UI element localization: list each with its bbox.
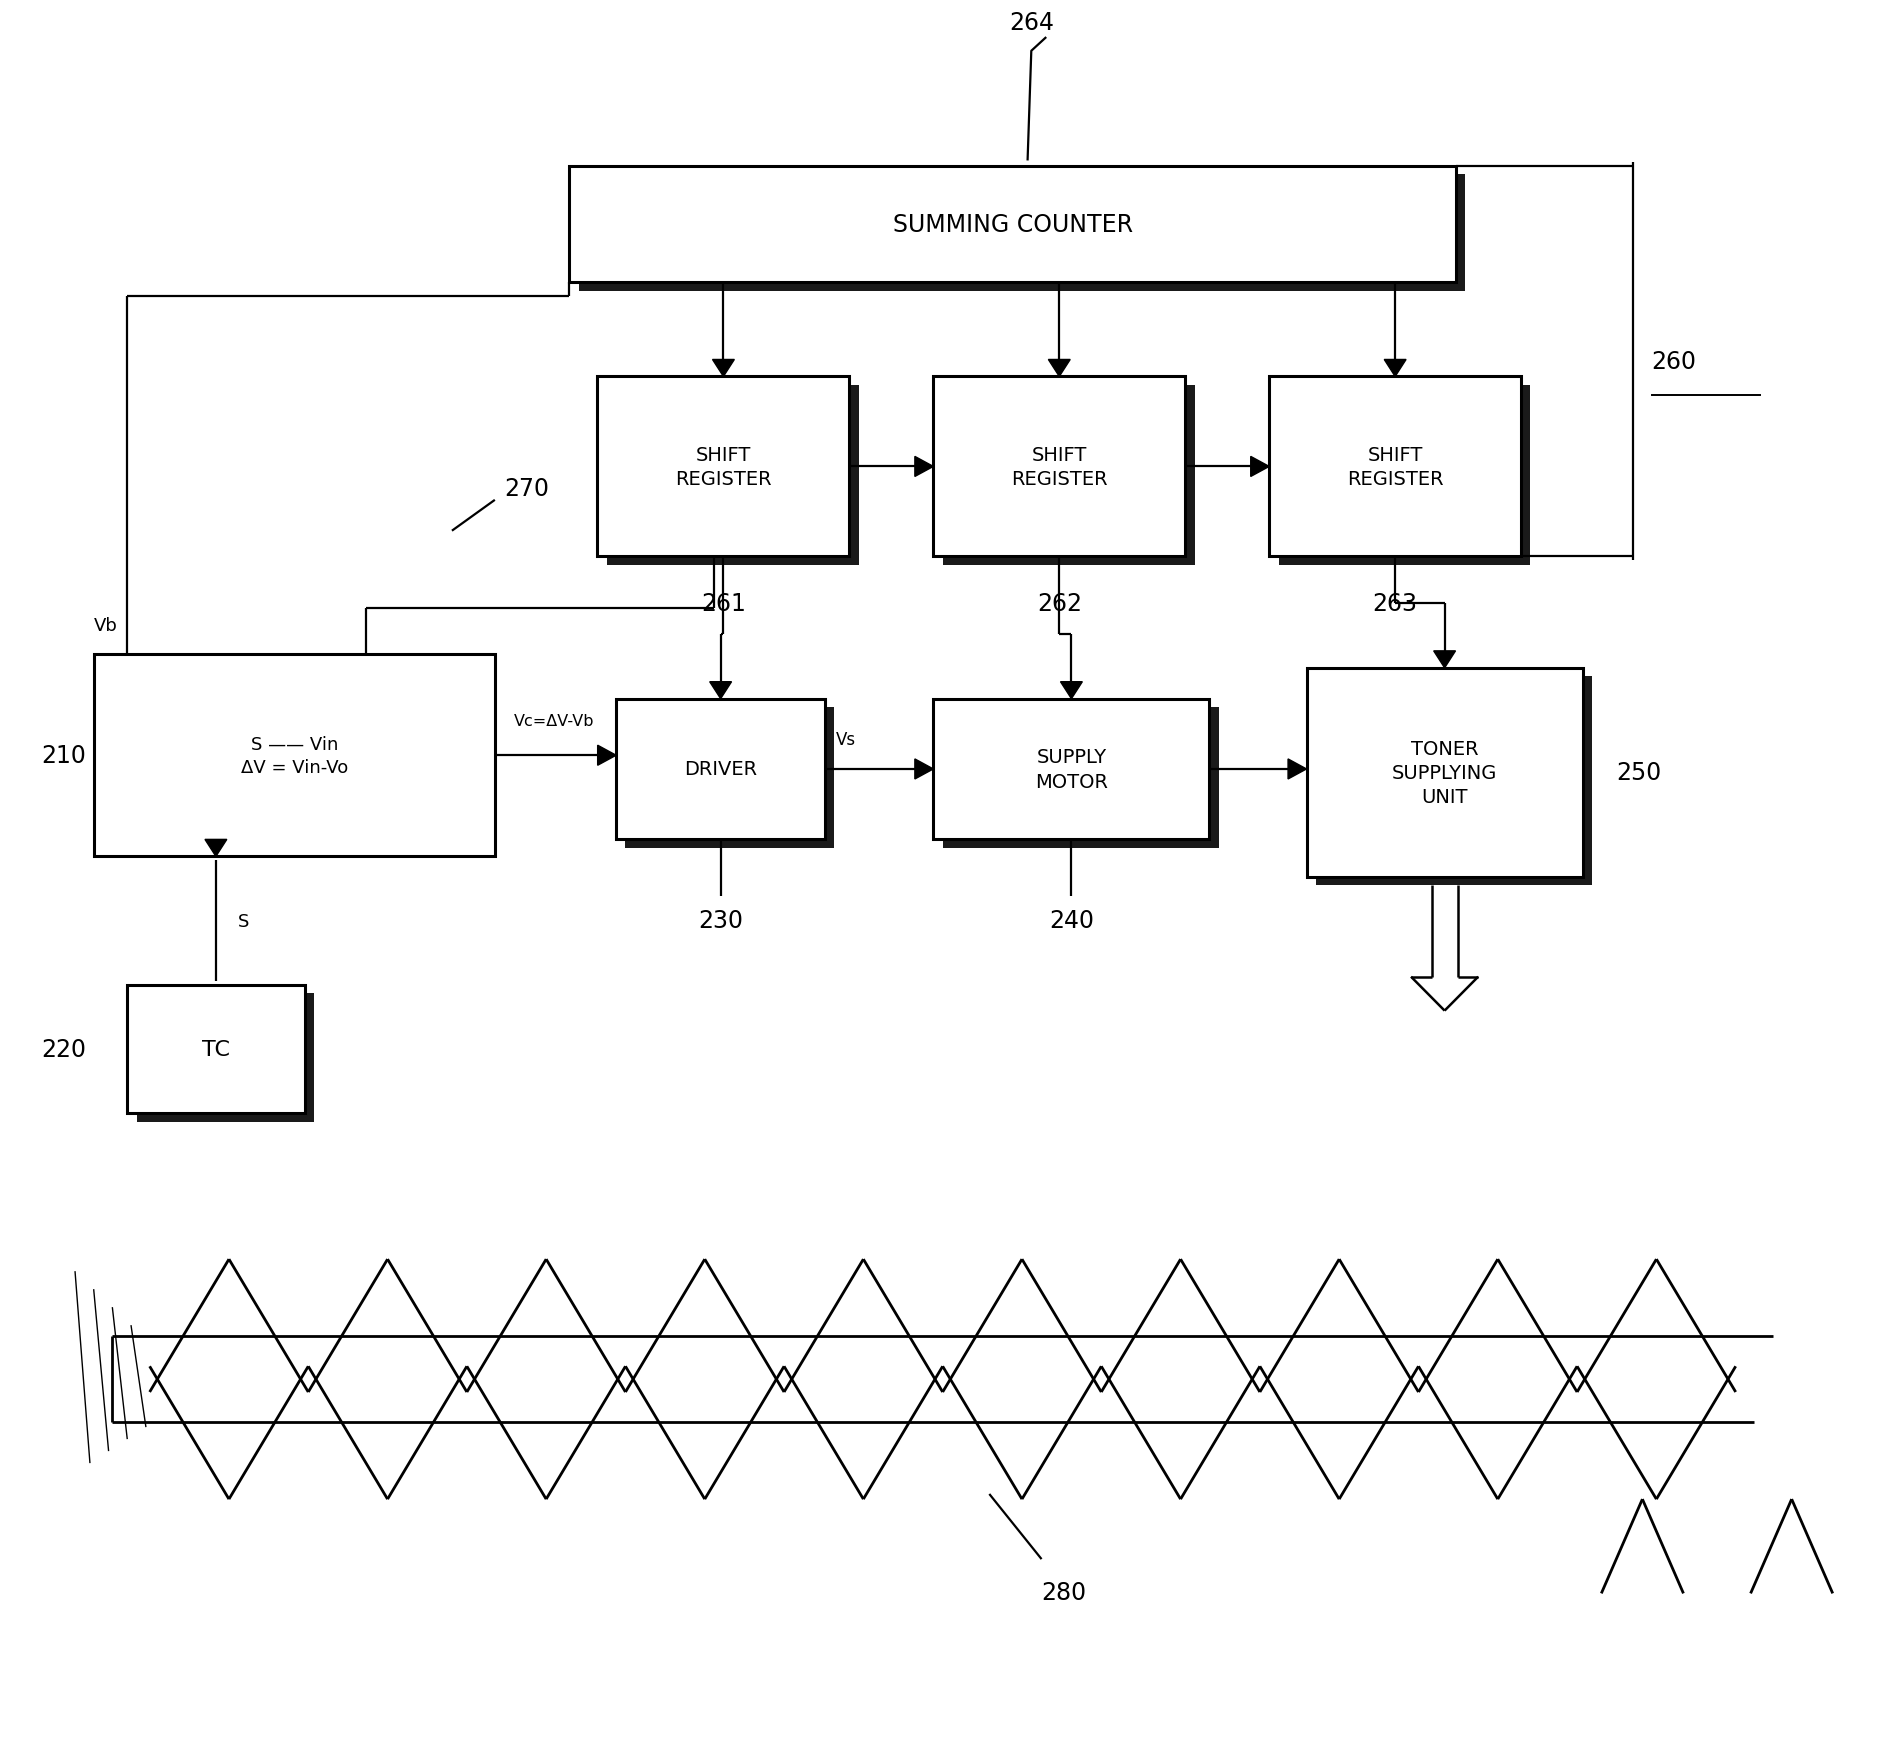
Text: 263: 263 [1373,591,1418,615]
Bar [128,986,305,1113]
Bar [579,175,1464,292]
Text: 280: 280 [1041,1580,1087,1603]
Text: SHIFT
REGISTER: SHIFT REGISTER [1011,446,1108,489]
Bar [933,699,1209,839]
Polygon shape [710,682,731,699]
Text: 230: 230 [699,909,743,932]
Bar [933,378,1184,558]
Polygon shape [914,458,933,477]
Text: 264: 264 [1009,10,1053,35]
Polygon shape [1434,652,1455,668]
Bar [1270,378,1521,558]
Text: Vb: Vb [93,617,118,635]
Text: 262: 262 [1038,591,1081,615]
Text: 220: 220 [42,1038,86,1061]
Polygon shape [1061,682,1081,699]
Bar [625,708,834,848]
Text: 240: 240 [1049,909,1095,932]
Bar [598,378,849,558]
Text: 210: 210 [42,745,86,767]
Bar [93,656,495,857]
Text: S —— Vin
ΔV = Vin-Vo: S —— Vin ΔV = Vin-Vo [240,736,348,776]
Polygon shape [206,839,227,857]
Polygon shape [914,759,933,780]
Text: Vs: Vs [836,731,857,748]
Text: SUMMING COUNTER: SUMMING COUNTER [893,213,1133,236]
Bar [617,699,824,839]
Text: 250: 250 [1616,760,1662,785]
Text: S: S [238,912,249,930]
Text: 260: 260 [1651,350,1696,374]
Polygon shape [1287,759,1306,780]
Polygon shape [1251,458,1270,477]
Bar [1306,668,1582,877]
Text: TC: TC [202,1040,230,1059]
Text: SHIFT
REGISTER: SHIFT REGISTER [676,446,771,489]
Bar [569,166,1457,283]
Polygon shape [712,360,735,378]
Text: SHIFT
REGISTER: SHIFT REGISTER [1346,446,1443,489]
Bar [1279,386,1531,566]
Text: TONER
SUPPLYING
UNIT: TONER SUPPLYING UNIT [1392,739,1497,806]
Bar [1316,676,1592,886]
Bar [942,708,1219,848]
Polygon shape [598,746,617,766]
Polygon shape [1049,360,1070,378]
Text: SUPPLY
MOTOR: SUPPLY MOTOR [1036,748,1108,792]
Bar [137,995,314,1122]
Text: DRIVER: DRIVER [684,760,758,780]
Text: 261: 261 [701,591,746,615]
Bar [942,386,1194,566]
Text: 270: 270 [505,477,548,500]
Text: Vc=ΔV-Vb: Vc=ΔV-Vb [514,713,594,729]
Bar [607,386,859,566]
Polygon shape [1384,360,1405,378]
